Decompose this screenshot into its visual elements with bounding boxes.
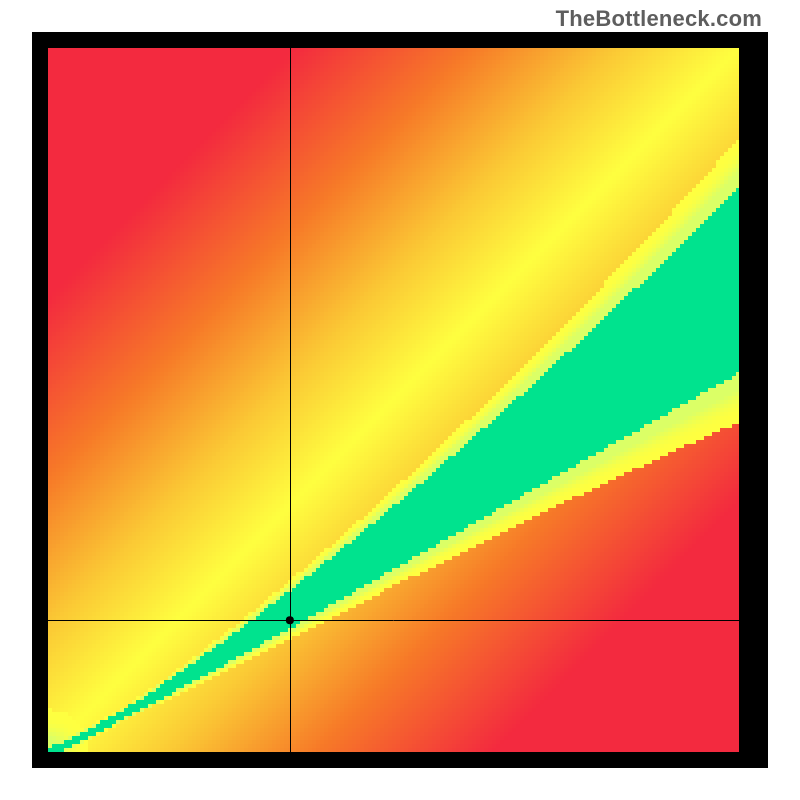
crosshair-overlay <box>48 48 739 752</box>
watermark-text: TheBottleneck.com <box>556 6 762 32</box>
chart-container: TheBottleneck.com <box>0 0 800 800</box>
